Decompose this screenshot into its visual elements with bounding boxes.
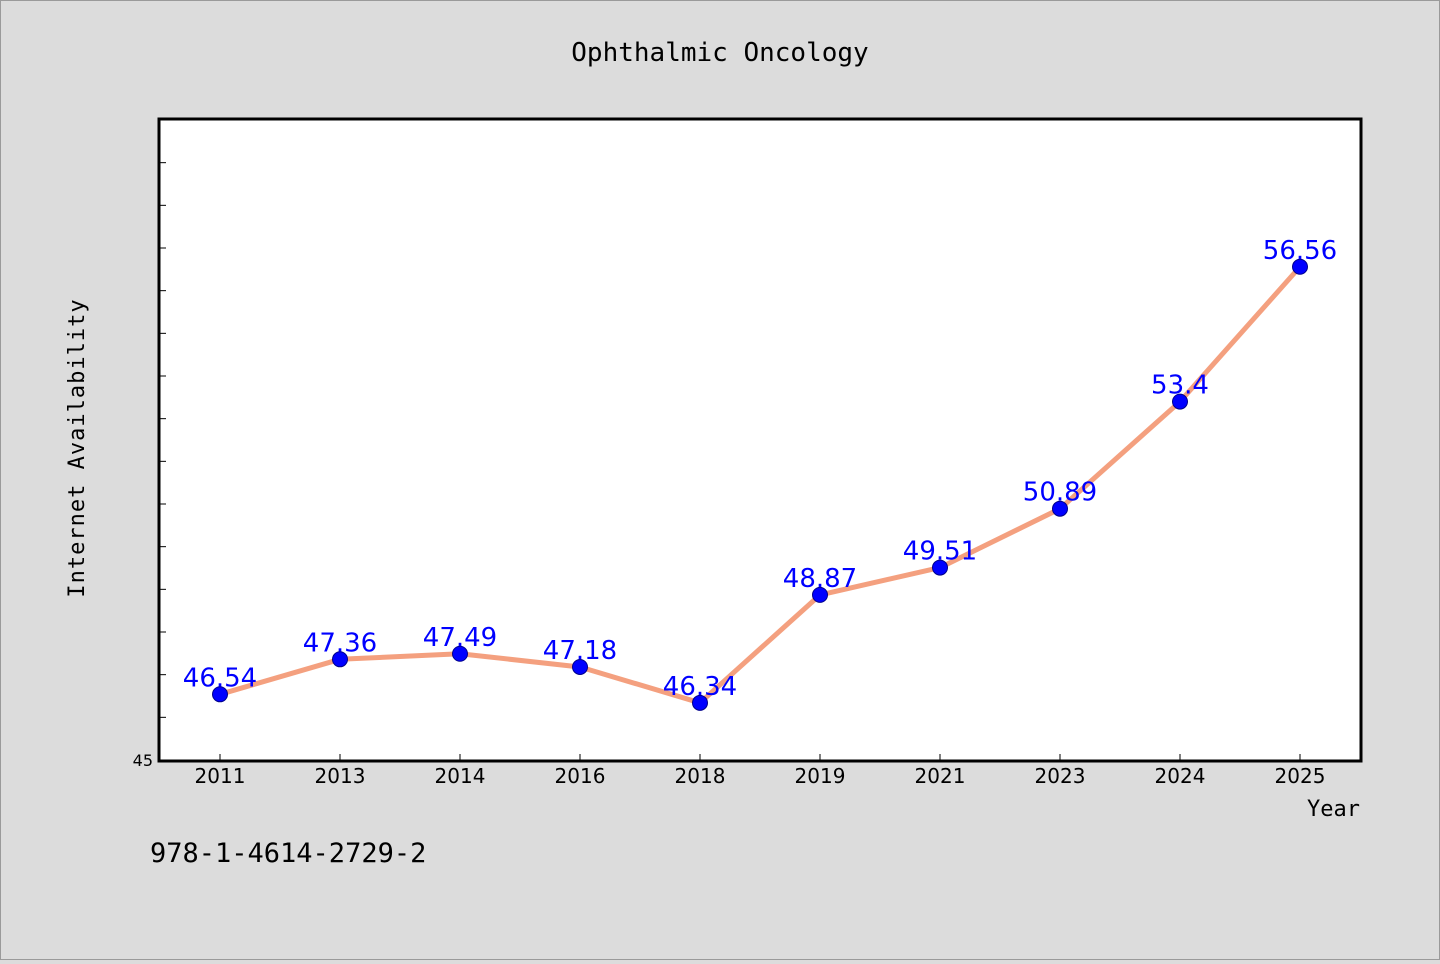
data-label: 53.4 (1151, 371, 1209, 401)
data-label: 47.49 (423, 623, 497, 653)
data-point (572, 658, 588, 675)
data-label: 47.18 (543, 636, 617, 666)
x-tick-label: 2014 (435, 764, 486, 788)
series-line (217, 264, 1303, 706)
data-point (212, 686, 228, 703)
data-point (932, 559, 948, 576)
x-tick-label: 2016 (555, 764, 606, 788)
x-tick-label: 2019 (795, 764, 846, 788)
data-label: 50.89 (1023, 478, 1097, 508)
x-axis-tick-labels: 2011 2013 2014 2016 2018 2019 2021 2023 2024 2025 (195, 764, 1326, 788)
x-tick-label: 2021 (915, 764, 966, 788)
x-tick-label: 2018 (675, 764, 726, 788)
data-label: 48.87 (783, 564, 857, 594)
data-label: 47.36 (303, 628, 377, 658)
data-point (332, 651, 348, 668)
data-label: 46.34 (663, 672, 737, 702)
data-label: 49.51 (903, 537, 977, 567)
isbn-footer: 978-1-4614-2729-2 (150, 838, 426, 869)
data-point (1172, 393, 1188, 410)
data-point (1052, 500, 1068, 517)
data-label: 46.54 (183, 663, 257, 693)
data-point (812, 586, 828, 603)
x-tick-label: 2011 (195, 764, 246, 788)
plot-area (157, 117, 1363, 763)
x-axis-label: Year (1307, 797, 1360, 822)
y-axis-label: Internet Availability (65, 298, 90, 597)
data-labels: 46.54 47.36 47.49 47.18 46.34 48.87 49.51 50.89… (183, 236, 1337, 702)
data-point (1292, 258, 1308, 275)
y-tick-label: 45 (133, 751, 153, 770)
x-axis-ticks (219, 754, 1301, 760)
x-tick-label: 2023 (1035, 764, 1086, 788)
x-tick-label: 2024 (1155, 764, 1206, 788)
data-label: 56.56 (1263, 236, 1337, 266)
y-axis-ticks (160, 162, 166, 718)
x-tick-label: 2013 (315, 764, 366, 788)
data-markers (212, 258, 1308, 711)
data-point (692, 694, 708, 711)
data-point (452, 645, 468, 662)
x-tick-label: 2025 (1275, 764, 1326, 788)
chart-title: Ophthalmic Oncology (571, 38, 868, 68)
